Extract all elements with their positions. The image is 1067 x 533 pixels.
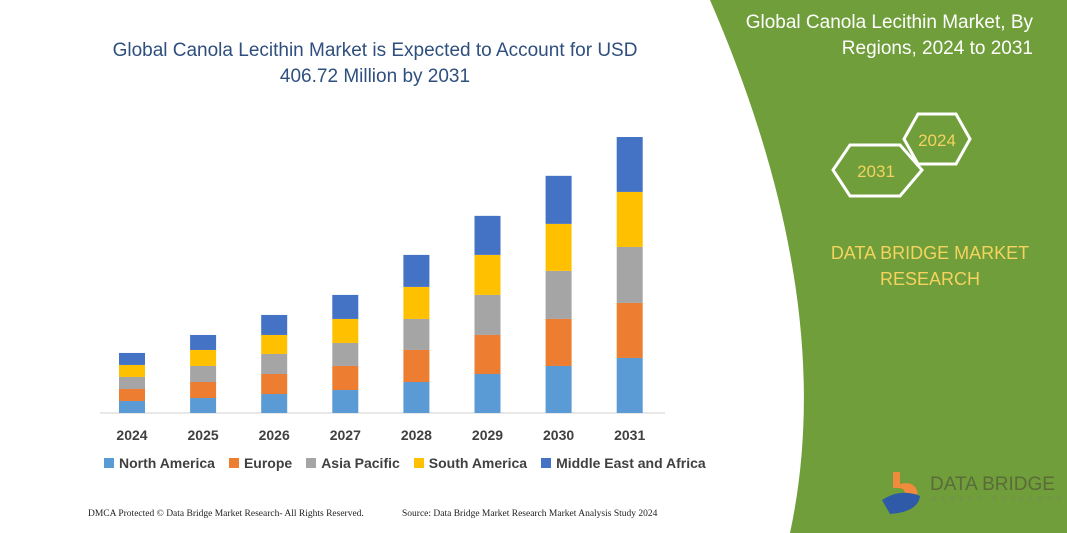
bar-segment-2029-europe <box>474 334 501 374</box>
legend-swatch <box>104 458 114 468</box>
bar-segment-2028-middle-east-and-africa <box>403 254 430 287</box>
legend-label: Europe <box>243 455 293 471</box>
logo-text: DATA BRIDGE <box>930 474 1055 495</box>
hex-label-2031: 2031 <box>857 162 895 181</box>
legend-swatch <box>413 458 424 468</box>
bar-segment-2028-north-america <box>403 381 430 413</box>
bar-segment-2028-asia-pacific <box>403 318 430 350</box>
bar-segment-2026-north-america <box>261 393 288 413</box>
bar-segment-2029-north-america <box>474 373 501 413</box>
bar-segment-2027-north-america <box>332 389 359 413</box>
green-side-panel <box>710 0 1067 533</box>
footer-source: Source: Data Bridge Market Research Mark… <box>402 509 658 519</box>
x-tick-2029: 2029 <box>472 427 503 443</box>
bar-segment-2030-europe <box>545 318 572 366</box>
x-tick-labels: 2024 2025 2026 2027 2028 2029 2030 2031 <box>116 427 645 443</box>
bar-segment-2027-middle-east-and-africa <box>332 294 359 319</box>
bar-segment-2029-south-america <box>474 254 501 295</box>
x-tick-2025: 2025 <box>188 427 219 443</box>
hexagon-2024-icon <box>902 112 972 166</box>
x-tick-2030: 2030 <box>543 427 574 443</box>
bar-segment-2030-south-america <box>545 223 572 271</box>
bar-segment-2028-south-america <box>403 286 430 319</box>
x-tick-2026: 2026 <box>259 427 290 443</box>
bar-segment-2024-north-america <box>119 400 145 413</box>
bars <box>119 137 643 413</box>
x-tick-2027: 2027 <box>330 427 361 443</box>
bar-segment-2031-asia-pacific <box>616 246 643 303</box>
bar-segment-2025-south-america <box>190 349 217 366</box>
bar-segment-2031-south-america <box>616 191 643 247</box>
legend-swatch <box>306 458 317 468</box>
brand-line1: DATA BRIDGE MARKET <box>830 243 1030 263</box>
legend-label: Middle East and Africa <box>556 455 706 471</box>
bar-segment-2026-europe <box>261 373 288 394</box>
side-title-line2: Regions, 2024 to 2031 <box>841 38 1033 59</box>
legend-item-south-america: South America <box>413 455 528 471</box>
bar-segment-2026-asia-pacific <box>261 353 288 374</box>
bar-segment-2026-south-america <box>261 334 288 354</box>
legend-label: Asia Pacific <box>321 455 400 471</box>
legend-item-north-america: North America <box>104 455 215 471</box>
bar-segment-2025-europe <box>190 381 217 399</box>
bar-segment-2031-north-america <box>616 357 643 413</box>
x-tick-2031: 2031 <box>614 427 645 443</box>
legend-label: North America <box>119 455 215 471</box>
bar-segment-2025-asia-pacific <box>190 365 217 382</box>
bar-segment-2025-middle-east-and-africa <box>190 334 217 350</box>
bar-segment-2030-asia-pacific <box>545 270 572 319</box>
x-tick-2024: 2024 <box>116 427 147 443</box>
bar-segment-2031-middle-east-and-africa <box>616 137 643 192</box>
x-tick-2028: 2028 <box>401 427 432 443</box>
logo-subtext: MARKET RESEARCH <box>931 497 1066 503</box>
bar-segment-2030-north-america <box>545 365 572 413</box>
hexagon-icons <box>831 112 972 198</box>
brand-text: DATA BRIDGE MARKET RESEARCH <box>820 240 1040 292</box>
hexagon-2031-icon <box>831 143 924 198</box>
legend-label: South America <box>428 455 528 471</box>
bar-segment-2025-north-america <box>190 398 217 413</box>
bar-segment-2024-asia-pacific <box>119 376 145 389</box>
bar-segment-2026-middle-east-and-africa <box>261 314 288 335</box>
bar-segment-2024-middle-east-and-africa <box>119 352 145 365</box>
legend: North America Europe Asia Pacific South Ame… <box>104 455 706 471</box>
bar-segment-2024-europe <box>119 388 145 401</box>
bar-segment-2029-asia-pacific <box>474 294 501 335</box>
legend-item-europe: Europe <box>228 455 293 471</box>
hex-label-2024: 2024 <box>918 131 956 150</box>
chart-title: Global Canola Lecithin Market is Expecte… <box>90 38 660 90</box>
chart-title-line1: Global Canola Lecithin Market is Expecte… <box>112 40 638 61</box>
bar-segment-2027-asia-pacific <box>332 342 359 366</box>
legend-swatch <box>541 458 552 468</box>
bar-segment-2029-middle-east-and-africa <box>474 215 501 255</box>
legend-item-middle-east-and-africa: Middle East and Africa <box>541 455 706 471</box>
legend-swatch <box>228 458 239 468</box>
legend-item-asia-pacific: Asia Pacific <box>306 455 400 471</box>
logo-icon <box>882 472 920 514</box>
bar-segment-2024-south-america <box>119 364 145 377</box>
side-title-line1: Global Canola Lecithin Market, By <box>745 12 1033 33</box>
bar-segment-2030-middle-east-and-africa <box>545 175 572 224</box>
bar-segment-2027-europe <box>332 365 359 390</box>
chart-title-line2: 406.72 Million by 2031 <box>279 66 471 87</box>
bar-segment-2028-europe <box>403 349 430 382</box>
bar-segment-2027-south-america <box>332 318 359 343</box>
bar-segment-2031-europe <box>616 302 643 358</box>
brand-line2: RESEARCH <box>879 269 981 289</box>
footer-copyright: DMCA Protected © Data Bridge Market Rese… <box>88 509 364 519</box>
side-panel-title: Global Canola Lecithin Market, By Region… <box>713 10 1033 62</box>
